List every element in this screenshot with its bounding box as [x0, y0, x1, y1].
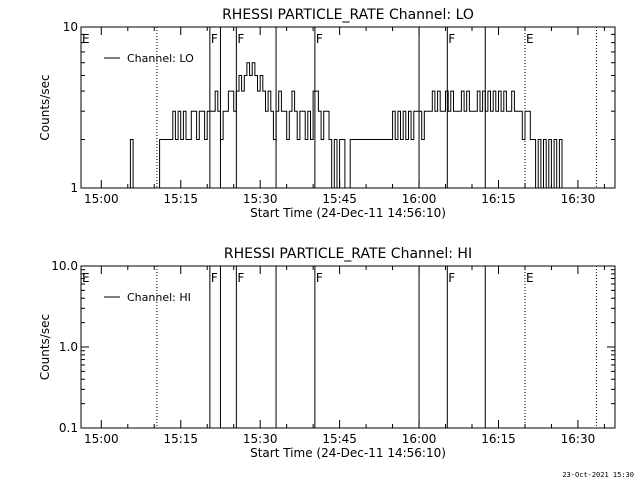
- top-panel-x-tick-label: 16:15: [481, 192, 516, 206]
- bottom-panel-x-tick-label: 15:15: [163, 432, 198, 446]
- top-panel-event-flag: E: [82, 32, 90, 46]
- bottom-panel-x-tick-label: 15:45: [322, 432, 357, 446]
- top-panel-y-tick-label: 10: [63, 20, 78, 34]
- bottom-panel-y-tick-label: 0.1: [59, 421, 78, 435]
- top-panel-x-tick-label: 15:15: [163, 192, 198, 206]
- top-panel-x-axis-label: Start Time (24-Dec-11 14:56:10): [250, 206, 446, 220]
- bottom-panel-x-tick-label: 15:30: [243, 432, 278, 446]
- top-panel-legend-label: Channel: LO: [127, 52, 194, 65]
- top-panel-x-tick-label: 15:00: [84, 192, 119, 206]
- bottom-panel-x-tick-label: 16:30: [561, 432, 596, 446]
- bottom-panel-legend-label: Channel: HI: [127, 291, 191, 304]
- footer-timestamp: 23-Oct-2021 15:30: [562, 471, 634, 479]
- top-panel-event-flag: E: [526, 32, 534, 46]
- top-panel-x-tick-label: 15:45: [322, 192, 357, 206]
- bottom-panel-event-flag: F: [448, 271, 455, 285]
- bottom-panel-y-tick-label: 10.0: [51, 259, 78, 273]
- bottom-panel-x-tick-label: 16:15: [481, 432, 516, 446]
- top-panel-event-flag: F: [316, 32, 323, 46]
- top-panel-event-flag: F: [237, 32, 244, 46]
- bottom-panel-y-tick-label: 1.0: [59, 340, 78, 354]
- top-panel-event-flag: F: [211, 32, 218, 46]
- bottom-panel-event-flag: E: [82, 271, 90, 285]
- bottom-panel-x-tick-label: 16:00: [402, 432, 437, 446]
- top-panel-title: RHESSI PARTICLE_RATE Channel: LO: [222, 7, 474, 23]
- top-panel-x-tick-label: 16:00: [402, 192, 437, 206]
- bottom-panel-event-flag: F: [237, 271, 244, 285]
- top-panel-y-axis-label: Counts/sec: [38, 74, 52, 140]
- top-panel-y-tick-label: 1: [70, 181, 78, 195]
- bottom-panel-y-axis-label: Counts/sec: [38, 314, 52, 380]
- top-panel-x-tick-label: 16:30: [561, 192, 596, 206]
- top-panel-series-line: [127, 62, 567, 188]
- bottom-panel-event-flag: E: [526, 271, 534, 285]
- bottom-panel-x-axis-label: Start Time (24-Dec-11 14:56:10): [250, 446, 446, 460]
- bottom-panel-x-tick-label: 15:00: [84, 432, 119, 446]
- bottom-panel-event-flag: F: [316, 271, 323, 285]
- bottom-panel-event-flag: F: [211, 271, 218, 285]
- top-panel-x-tick-label: 15:30: [243, 192, 278, 206]
- bottom-panel-title: RHESSI PARTICLE_RATE Channel: HI: [224, 246, 472, 262]
- top-panel-event-flag: F: [448, 32, 455, 46]
